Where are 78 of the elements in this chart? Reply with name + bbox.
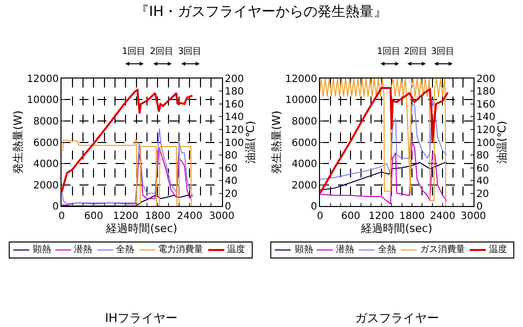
y2-tick-label: 200	[224, 74, 244, 85]
x-tick-label: 2400	[177, 211, 202, 222]
y2-tick-label: 0	[224, 202, 232, 213]
y-tick-label: 2000	[33, 180, 59, 192]
y2-tick-label: 40	[476, 176, 490, 187]
y-axis-title: 発生熱量(W)	[270, 110, 283, 174]
y-tick-label: 4000	[33, 159, 59, 170]
text: 3回目	[178, 47, 202, 57]
y2-tick-label: 160	[476, 99, 496, 110]
y-tick-label: 10000	[26, 95, 59, 106]
text: 2回目	[404, 47, 428, 57]
x-tick-label: 600	[84, 211, 104, 222]
line-series	[62, 194, 193, 206]
y2-axis-title: 油温(℃)	[495, 120, 508, 164]
x-tick-label: 600	[341, 211, 360, 222]
y-tick-label: 10000	[285, 95, 318, 106]
y2-tick-label: 40	[224, 176, 238, 187]
y-tick-label: 4000	[292, 159, 318, 170]
legend-label: 温度	[489, 244, 507, 255]
x-tick-label: 1200	[113, 211, 138, 222]
y2-tick-label: 200	[476, 74, 496, 85]
line-series	[320, 87, 449, 194]
text: 全熱	[116, 245, 134, 255]
y2-tick-label: 60	[224, 163, 238, 174]
text: 『IH・ガスフライヤーからの発生熱量』	[135, 4, 388, 20]
y-tick-label: 0	[52, 202, 59, 213]
text: 電力消費量	[158, 245, 203, 255]
y2-tick-label: 100	[224, 138, 244, 149]
text: 潜熱	[74, 245, 92, 255]
x-tick-label: 2400	[430, 211, 456, 222]
legend-label: 顕熱	[294, 244, 313, 255]
x-tick-label: 3000	[460, 211, 486, 222]
y-tick-label: 2000	[292, 180, 318, 192]
legend-label: 潜熱	[336, 244, 354, 255]
x-tick-label: 1800	[145, 211, 170, 222]
y-tick-label: 12000	[285, 74, 318, 85]
y2-tick-label: 80	[224, 150, 238, 162]
y2-tick-label: 160	[224, 99, 244, 110]
y2-tick-label: 80	[476, 150, 490, 162]
y-tick-label: 0	[310, 202, 318, 213]
y2-tick-label: 180	[476, 86, 496, 98]
y-tick-label: 6000	[33, 138, 59, 149]
x-tick-label: 1200	[368, 211, 394, 222]
y2-tick-label: 0	[476, 202, 483, 213]
line-series	[320, 142, 448, 204]
text: 1回目	[122, 47, 146, 57]
x-axis-title: 経過時間(sec)	[360, 222, 432, 236]
line-series	[320, 99, 448, 180]
line-series	[62, 88, 194, 193]
line-series	[62, 128, 193, 204]
y-tick-label: 12000	[26, 74, 59, 85]
text: 温度	[227, 245, 245, 255]
y2-tick-label: 100	[476, 138, 496, 149]
chart-title: IHフライヤー	[105, 311, 178, 325]
x-axis-title: 経過時間(sec)	[105, 222, 178, 236]
text: ガスフライヤー	[355, 311, 439, 325]
x-tick-label: 1800	[399, 211, 425, 222]
text: 2回目	[150, 47, 174, 57]
y2-tick-label: 180	[224, 86, 244, 98]
y2-tick-label: 120	[476, 124, 496, 136]
y2-tick-label: 60	[476, 163, 490, 174]
y2-tick-label: 140	[476, 112, 496, 124]
text: 顕熱	[33, 245, 51, 255]
legend-label: ガス消費量	[420, 244, 465, 255]
y-tick-label: 8000	[33, 116, 59, 128]
x-tick-label: 3000	[209, 211, 234, 222]
text: 1回目	[377, 47, 401, 57]
legend-label: 全熱	[378, 244, 396, 255]
y2-tick-label: 140	[224, 112, 244, 124]
y2-tick-label: 20	[224, 188, 238, 200]
text: 3回目	[431, 47, 455, 57]
y2-tick-label: 120	[224, 124, 244, 136]
y2-axis-title: 油温(℃)	[244, 120, 257, 164]
y-axis-title: 発生熱量(W)	[12, 110, 25, 174]
line-series	[320, 162, 448, 191]
y2-tick-label: 20	[476, 188, 490, 200]
y-tick-label: 8000	[292, 116, 318, 128]
y-tick-label: 6000	[292, 138, 318, 149]
